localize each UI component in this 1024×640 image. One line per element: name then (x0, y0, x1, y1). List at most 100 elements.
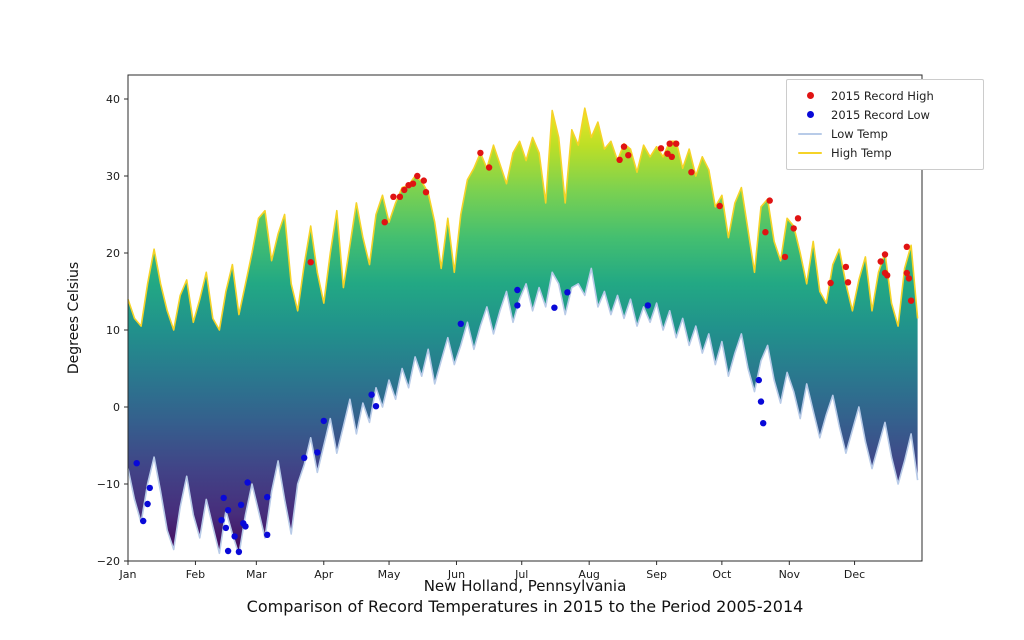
record-high-point (625, 152, 632, 159)
legend-label: 2015 Record High (831, 88, 934, 103)
x-tick-label: Dec (844, 568, 865, 581)
record-high-point (884, 272, 891, 279)
record-low-point (218, 517, 225, 524)
record-low-point (235, 548, 243, 555)
record-high-point (616, 156, 623, 163)
x-tick-label: Jul (514, 568, 528, 581)
record-high-point (907, 297, 915, 304)
line-icon (798, 133, 822, 136)
x-tick-label: Jan (119, 568, 137, 581)
x-tick-label: May (378, 568, 401, 581)
record-high-point (781, 253, 789, 261)
record-high-point (666, 140, 673, 147)
record-low-point (231, 533, 238, 540)
record-high-point (485, 164, 493, 171)
record-high-point (657, 145, 665, 152)
record-low-point (514, 286, 521, 294)
record-high-point (766, 197, 773, 204)
record-high-point (307, 259, 314, 266)
line-icon (798, 152, 822, 155)
record-high-point (668, 153, 675, 160)
record-high-point (903, 269, 910, 277)
record-high-point (620, 143, 628, 150)
record-high-point (422, 189, 430, 196)
x-tick-label: Jun (447, 568, 465, 581)
record-low-point (264, 493, 271, 501)
legend-item: 2015 Record High (795, 87, 975, 104)
record-low-point (144, 500, 151, 508)
record-high-point (409, 180, 417, 187)
record-low-point (757, 398, 765, 405)
record-high-point (881, 251, 889, 258)
y-tick-label: 30 (106, 170, 120, 183)
high-temp-line (127, 107, 919, 331)
record-low-point (644, 302, 652, 309)
dot-icon (806, 111, 814, 119)
dot-icon (806, 92, 814, 99)
record-low-point (224, 547, 232, 555)
y-tick-label: 0 (113, 401, 120, 414)
record-high-point (762, 229, 769, 236)
record-high-point (477, 149, 484, 157)
record-low-point (755, 376, 762, 384)
record-high-point (390, 193, 397, 200)
record-high-point (381, 219, 388, 226)
x-tick-label: Apr (314, 568, 334, 581)
record-high-point (420, 177, 427, 184)
legend-dot-marker (795, 92, 825, 99)
record-low-point (760, 420, 767, 427)
y-tick-label: 20 (106, 247, 120, 260)
record-low-point (320, 417, 327, 425)
axes-frame (127, 74, 923, 562)
temperature-band (128, 108, 918, 555)
record-low-point (146, 484, 153, 492)
record-low-point (264, 531, 271, 538)
x-tick-label: Sep (646, 568, 667, 581)
record-low-point (224, 507, 232, 514)
record-high-point (414, 172, 421, 180)
chart-title: Comparison of Record Temperatures in 201… (246, 597, 804, 616)
record-low-point (372, 403, 380, 410)
record-high-point (790, 225, 797, 232)
legend-item: High Temp (795, 145, 975, 162)
legend-label: 2015 Record Low (831, 107, 930, 122)
x-axis-label: New Holland, Pennsylvania (423, 577, 627, 595)
record-low-point (222, 524, 230, 532)
record-low-point (244, 479, 251, 486)
record-high-point (688, 169, 695, 176)
record-low-point (514, 302, 521, 309)
y-tick-label: 40 (106, 93, 120, 106)
record-low-point (242, 523, 249, 530)
x-tick-label: Oct (712, 568, 732, 581)
x-tick-label: Mar (246, 568, 267, 581)
record-high-point (842, 263, 850, 271)
legend-label: Low Temp (831, 127, 888, 142)
record-high-point (401, 186, 408, 194)
y-tick-label: −20 (97, 555, 120, 568)
record-high-point (844, 279, 852, 286)
low-temp-line (127, 267, 919, 556)
record-high-point (716, 202, 723, 210)
record-high-point (827, 279, 834, 287)
record-high-point (903, 243, 910, 250)
legend: 2015 Record High 2015 Record Low Low Temp H… (786, 79, 984, 170)
record-low-point (301, 454, 308, 461)
record-low-point (551, 304, 558, 311)
x-tick-label: Feb (186, 568, 205, 581)
record-high-point (673, 140, 680, 147)
legend-item: Low Temp (795, 126, 975, 143)
record-low-point (457, 320, 464, 327)
x-tick-label: Nov (779, 568, 801, 581)
record-low-point (368, 391, 375, 398)
legend-item: 2015 Record Low (795, 106, 975, 123)
y-axis-label: Degrees Celsius (66, 261, 82, 375)
legend-line-marker (795, 133, 825, 136)
record-low-point (133, 460, 140, 467)
record-low-point (564, 289, 571, 296)
record-high-point (877, 258, 884, 265)
record-high-point (396, 193, 404, 200)
y-tick-label: −10 (97, 478, 120, 491)
x-tick-label: Aug (578, 568, 599, 581)
